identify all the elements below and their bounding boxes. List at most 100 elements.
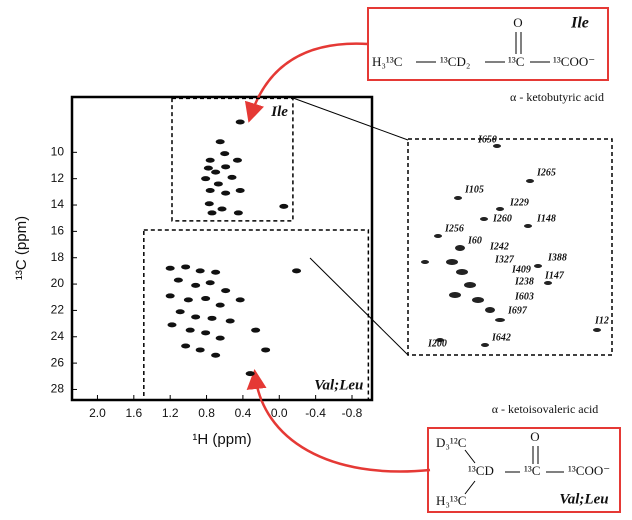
peak-label: I229 (509, 197, 529, 208)
peak (211, 352, 221, 358)
peak-label: I603 (514, 291, 534, 302)
peak (205, 188, 215, 194)
zoom-line (292, 97, 409, 141)
y-tick-label: 20 (51, 276, 65, 290)
peak (165, 293, 175, 299)
peak-label: I200 (427, 338, 447, 349)
inset-peaks (421, 144, 601, 347)
peak (167, 322, 177, 328)
peak-label: I147 (544, 270, 565, 281)
peak (205, 157, 215, 163)
atom: ¹³CD (468, 463, 494, 478)
x-tick-label: 0.0 (271, 406, 288, 420)
peak-label: I265 (536, 167, 556, 178)
x-tick-label: -0.4 (305, 406, 326, 420)
peak (191, 314, 201, 320)
peak-label: I642 (491, 332, 511, 343)
atom: ¹³COO⁻ (568, 463, 610, 478)
peak (251, 327, 261, 333)
peak-label: I388 (547, 252, 567, 263)
peak-label: I12 (594, 315, 609, 326)
y-tick-label: 14 (51, 197, 65, 211)
peak (191, 282, 201, 288)
peak-label: I327 (494, 254, 515, 265)
peak (245, 371, 255, 377)
y-axis-label: ¹³C (ppm) (13, 216, 30, 280)
zoom-line (309, 257, 409, 356)
caption: α - ketobutyric acid (510, 90, 604, 104)
peak-label: I256 (444, 223, 464, 234)
y-tick-label: 10 (51, 145, 65, 159)
x-tick-label: 0.4 (235, 406, 252, 420)
peak (221, 164, 231, 170)
peak (185, 327, 195, 333)
peak (235, 297, 245, 303)
y-tick-label: 16 (51, 224, 65, 238)
peak-label: I650 (477, 134, 497, 145)
x-axis-label: ¹H (ppm) (192, 431, 251, 448)
peak (213, 181, 223, 187)
atom: H₃¹³C (372, 54, 402, 69)
peak (203, 165, 213, 171)
atom: ¹³C (508, 54, 524, 69)
y-tick-label: 22 (51, 303, 65, 317)
y-tick-label: 24 (51, 329, 65, 343)
x-tick-label: 2.0 (89, 406, 106, 420)
peak (221, 190, 231, 196)
atom: O (530, 429, 539, 444)
peak-label: I60 (467, 235, 482, 246)
peak (195, 268, 205, 274)
peak (195, 347, 205, 353)
region-label: Val;Leu (314, 377, 363, 393)
peak (217, 206, 227, 212)
x-tick-label: 1.2 (162, 406, 179, 420)
atom: O (513, 15, 522, 30)
peak (181, 264, 191, 270)
x-tick-label: 1.6 (125, 406, 142, 420)
peak (211, 269, 221, 275)
y-tick-label: 26 (51, 355, 65, 369)
peak (215, 139, 225, 145)
peak (207, 210, 217, 216)
peak (181, 343, 191, 349)
peak-label: I409 (511, 264, 531, 275)
y-tick-label: 12 (51, 171, 65, 185)
peak (201, 176, 211, 182)
atom: H₃¹³C (436, 493, 466, 508)
caption: α - ketoisovaleric acid (492, 402, 599, 416)
inset-frame (407, 138, 613, 356)
peak (221, 288, 231, 294)
peak-label: I242 (489, 241, 509, 252)
peak (279, 203, 289, 209)
peak (165, 265, 175, 271)
atom: ¹³CD₂ (440, 54, 470, 69)
top-structure: Ile H₃¹³C ¹³CD₂ ¹³C ¹³COO⁻ O (367, 7, 609, 81)
peak (215, 302, 225, 308)
peak (205, 280, 215, 286)
peak (211, 169, 221, 175)
peak-label: I697 (507, 305, 528, 316)
region-label: Ile (270, 104, 288, 120)
structure-label: Val;Leu (559, 491, 608, 507)
peak-label: I260 (492, 213, 512, 224)
peak-label: I148 (536, 213, 556, 224)
arrow (244, 42, 369, 123)
peak (261, 347, 271, 353)
peak (220, 151, 230, 157)
arrow (246, 369, 431, 473)
x-tick-label: -0.8 (342, 406, 363, 420)
peak (215, 335, 225, 341)
atom: ¹³C (524, 463, 540, 478)
peak-label: I105 (464, 184, 484, 195)
peak (232, 157, 242, 163)
x-tick-label: 0.8 (198, 406, 215, 420)
atom: D₃¹²C (436, 435, 466, 450)
region-box (171, 97, 294, 222)
peak (201, 296, 211, 302)
peak (201, 330, 211, 336)
peak (235, 188, 245, 194)
peak-label: I238 (514, 276, 534, 287)
